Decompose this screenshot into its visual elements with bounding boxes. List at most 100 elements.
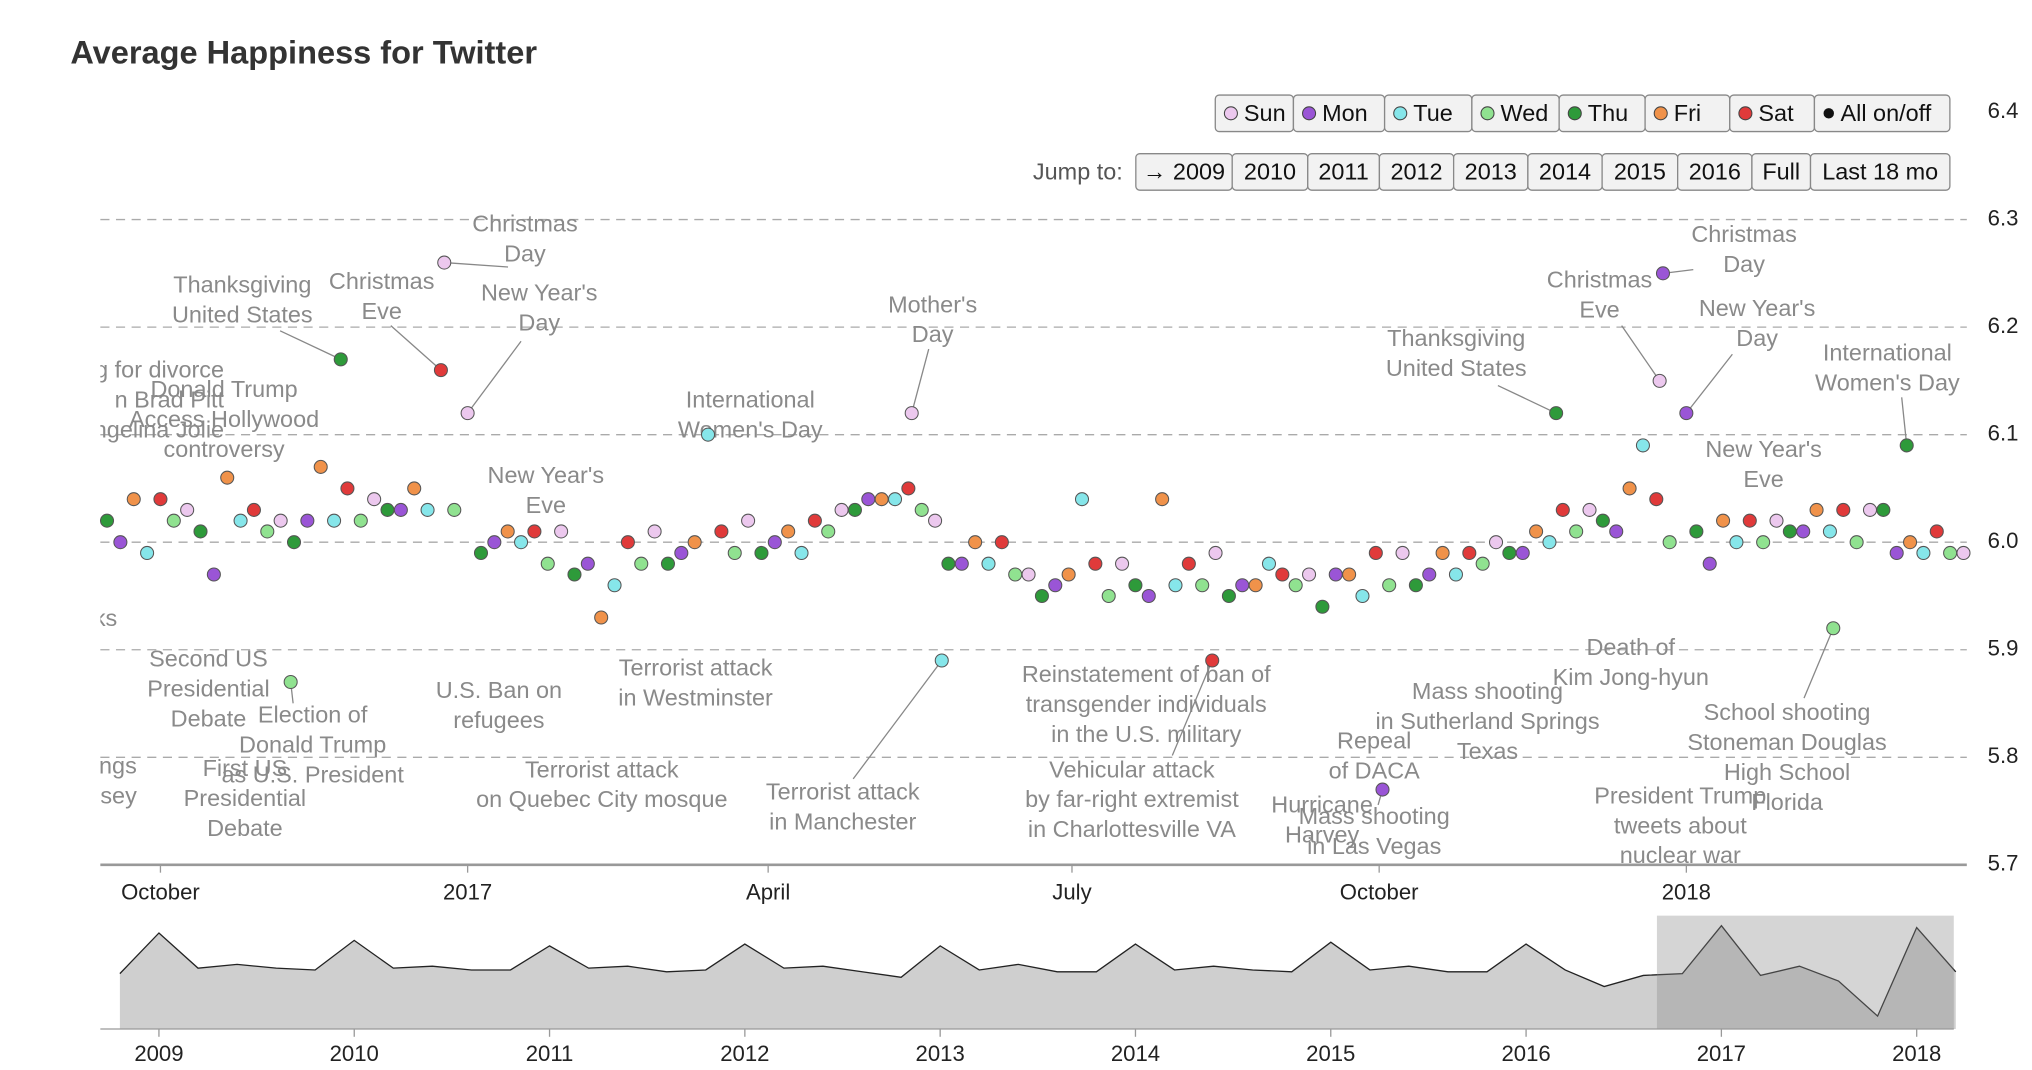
jump-button[interactable]: → 2009 <box>1135 153 1233 191</box>
overview-area <box>119 925 1956 1029</box>
data-point <box>901 481 916 496</box>
legend-swatch <box>1653 106 1668 121</box>
y-tick-label: 6.1 <box>1988 421 2019 446</box>
data-point <box>1261 556 1277 571</box>
overview-tick-label: 2017 <box>1697 1041 1746 1066</box>
data-point <box>904 406 919 421</box>
leader-lines <box>279 261 1908 806</box>
data-point <box>1208 545 1223 560</box>
overview-tick-label: 2015 <box>1306 1041 1355 1066</box>
overview-window[interactable] <box>1656 915 1954 1029</box>
day-toggle-button[interactable]: Wed <box>1471 94 1560 133</box>
data-point <box>1555 502 1570 517</box>
data-point <box>1826 621 1841 636</box>
data-point <box>1862 502 1878 517</box>
data-point <box>727 545 742 560</box>
toggle-all-button[interactable]: All on/off <box>1813 94 1951 133</box>
data-point <box>1155 492 1170 507</box>
data-point <box>1822 524 1837 539</box>
jump-button[interactable]: 2012 <box>1378 153 1455 191</box>
data-point <box>353 513 368 528</box>
data-point <box>1205 653 1220 668</box>
y-tick-label: 6.0 <box>1988 528 2019 553</box>
annotations: g for divorce n Brad Pitt ngelina Jolie Don… <box>43 211 1960 869</box>
data-point <box>1652 373 1667 388</box>
annotation-text: Day <box>518 310 560 336</box>
data-point <box>1168 578 1183 593</box>
data-point <box>527 524 542 539</box>
data-point <box>934 653 949 668</box>
annotation-text: tweets about <box>1614 812 1747 838</box>
data-point <box>1549 406 1564 421</box>
jump-button[interactable]: 2010 <box>1231 153 1309 191</box>
jump-button[interactable]: Full <box>1751 153 1812 191</box>
jump-button[interactable]: 2013 <box>1452 153 1529 191</box>
day-toggle-button[interactable]: Sat <box>1729 94 1816 133</box>
annotation-text: Day <box>912 321 954 347</box>
x-tick-label: 2018 <box>1662 879 1711 904</box>
jump-button[interactable]: Last 18 mo <box>1809 153 1951 191</box>
data-point <box>928 513 943 528</box>
data-point <box>1542 535 1557 550</box>
annotation-text: transgender individuals <box>1026 691 1267 717</box>
data-point <box>1502 545 1517 560</box>
leader-line <box>911 348 930 414</box>
chart-title: Average Happiness for Twitter <box>70 34 537 70</box>
legend-label: Sat <box>1758 100 1794 126</box>
data-point <box>1021 567 1036 582</box>
button-label: Last 18 mo <box>1822 158 1938 184</box>
data-point <box>1342 567 1357 582</box>
annotation-text: Harvey <box>1285 821 1360 847</box>
legend-swatch <box>1738 106 1753 121</box>
annotation-text: U.S. Ban on <box>436 677 562 703</box>
data-point <box>1315 599 1330 614</box>
data-point <box>634 556 649 571</box>
data-point <box>260 524 275 539</box>
legend-label: Sun <box>1244 100 1286 126</box>
annotation-text: Day <box>504 240 546 266</box>
annotation-text: Terrorist attack <box>525 756 679 782</box>
data-point <box>1422 567 1437 582</box>
annotation-text: School shooting <box>1704 699 1871 725</box>
data-point <box>393 502 408 517</box>
data-point <box>333 352 348 367</box>
data-point <box>1569 524 1584 539</box>
annotation-text: Eve <box>361 298 401 324</box>
data-point <box>1899 438 1914 453</box>
overview-tick-label: 2013 <box>916 1041 965 1066</box>
annotation-text: Women's Day <box>1815 369 1960 395</box>
data-point <box>1742 513 1757 528</box>
data-point <box>821 524 836 539</box>
data-point <box>437 255 452 270</box>
data-point <box>1368 545 1383 560</box>
data-point <box>1462 545 1477 560</box>
data-point <box>1903 535 1918 550</box>
annotation-text: of DACA <box>1329 758 1421 784</box>
annotation-text: w Jersey <box>43 782 137 808</box>
annotation-text: High School <box>1724 759 1850 785</box>
data-point <box>1395 545 1410 560</box>
data-point <box>647 524 662 539</box>
data-point <box>754 545 769 560</box>
day-toggle-button[interactable]: Thu <box>1558 94 1646 133</box>
jump-button[interactable]: 2014 <box>1527 153 1603 191</box>
y-tick-label: 6.2 <box>1988 313 2019 338</box>
jump-button[interactable]: 2015 <box>1601 153 1679 191</box>
data-point <box>981 556 996 571</box>
jump-button[interactable]: 2016 <box>1677 153 1753 191</box>
overview-tick-label: 2014 <box>1111 1041 1160 1066</box>
day-toggle-button[interactable]: Fri <box>1644 94 1731 133</box>
jump-button[interactable]: 2011 <box>1307 153 1381 191</box>
y-tick-label: 6.4 <box>1988 98 2019 123</box>
data-point <box>1074 492 1090 507</box>
day-toggle-button[interactable]: Tue <box>1383 94 1473 133</box>
data-point <box>1128 578 1143 593</box>
day-toggle-button[interactable]: Sun <box>1214 94 1295 133</box>
data-point <box>273 513 288 528</box>
data-point <box>1101 588 1116 604</box>
annotation-text: in Las Vegas <box>1307 833 1441 859</box>
data-point <box>1929 524 1944 539</box>
day-toggle-button[interactable]: Mon <box>1292 94 1386 133</box>
